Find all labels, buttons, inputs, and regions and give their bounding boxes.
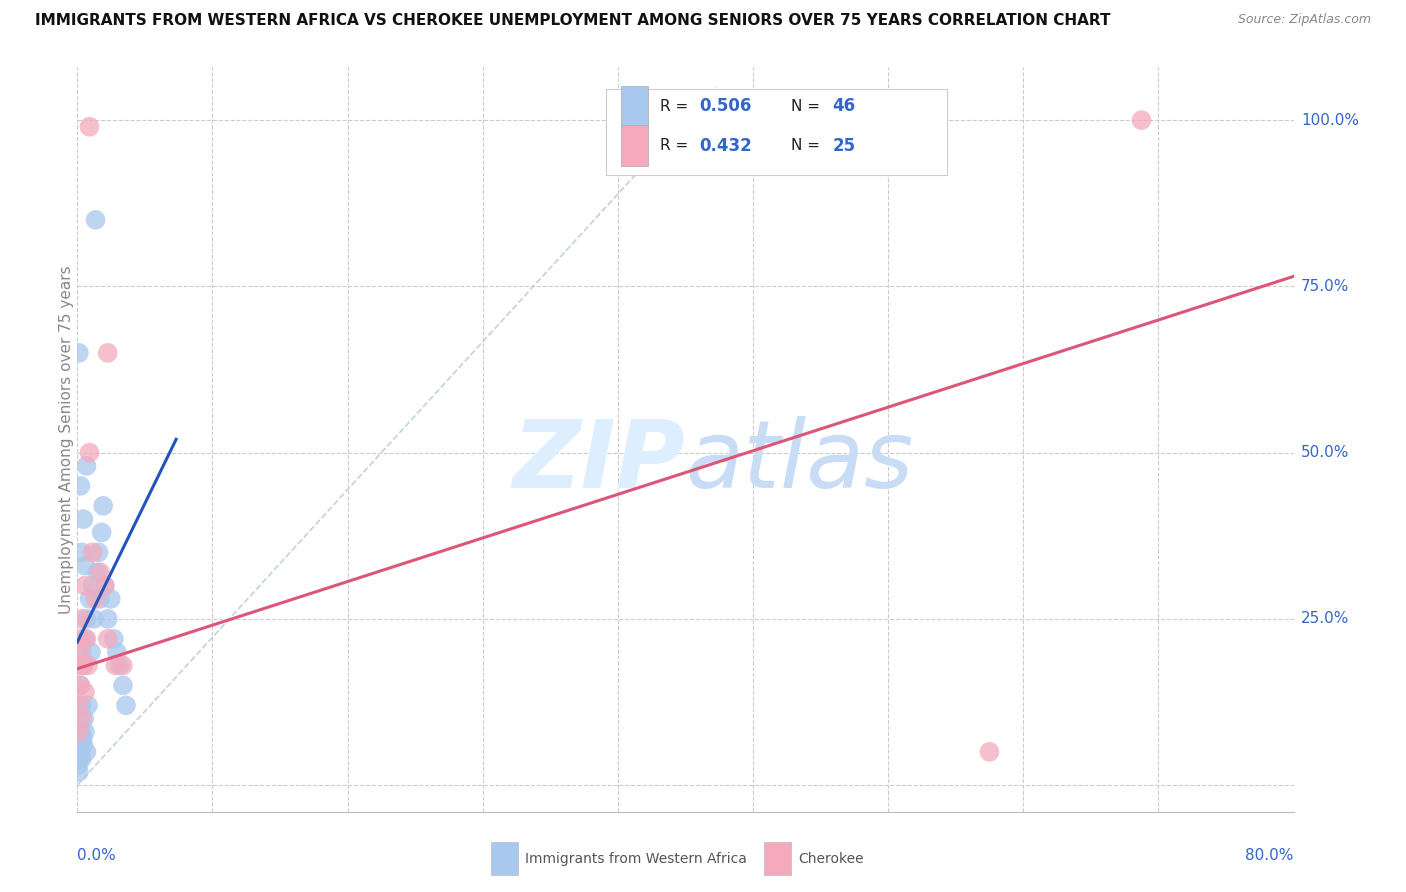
Point: [108, 658, 131, 673]
Point: [67, 658, 90, 673]
Point: [104, 658, 127, 673]
Point: [69, 712, 91, 726]
Point: [89, 591, 111, 606]
Point: [69, 745, 91, 759]
Point: [70, 645, 93, 659]
Text: Source: ZipAtlas.com: Source: ZipAtlas.com: [1237, 13, 1371, 27]
Point: [67, 758, 90, 772]
Point: [70, 698, 93, 713]
Text: R =: R =: [659, 138, 693, 153]
FancyBboxPatch shape: [606, 89, 946, 175]
Point: [69, 645, 91, 659]
Point: [70, 712, 93, 726]
Point: [77, 698, 100, 713]
Point: [93, 579, 115, 593]
Point: [72, 512, 94, 526]
Point: [73, 558, 96, 573]
Text: 25.0%: 25.0%: [1301, 611, 1350, 626]
Text: 25: 25: [832, 136, 856, 155]
Point: [1130, 113, 1153, 128]
Point: [111, 678, 134, 692]
Bar: [621, 126, 648, 166]
Text: 0.0%: 0.0%: [77, 848, 117, 863]
Point: [73, 712, 96, 726]
Point: [72, 738, 94, 752]
Point: [90, 525, 112, 540]
Point: [86, 566, 108, 580]
Point: [75, 745, 97, 759]
Point: [97, 346, 120, 360]
Point: [72, 658, 94, 673]
Point: [75, 632, 97, 646]
Text: Immigrants from Western Africa: Immigrants from Western Africa: [524, 852, 747, 865]
Point: [69, 479, 91, 493]
Point: [73, 579, 96, 593]
Point: [70, 545, 93, 559]
Point: [84, 591, 107, 606]
Point: [70, 725, 93, 739]
Point: [73, 632, 96, 646]
Point: [69, 678, 91, 692]
Point: [91, 499, 114, 513]
Point: [67, 725, 90, 739]
Bar: [621, 86, 648, 127]
Point: [100, 591, 122, 606]
Point: [67, 698, 90, 713]
Point: [67, 725, 90, 739]
Text: ZIP: ZIP: [513, 416, 686, 508]
Bar: [765, 841, 792, 875]
Text: 46: 46: [832, 97, 856, 115]
Text: 80.0%: 80.0%: [1246, 848, 1294, 863]
Bar: [491, 841, 517, 875]
Point: [80, 645, 103, 659]
Y-axis label: Unemployment Among Seniors over 75 years: Unemployment Among Seniors over 75 years: [59, 265, 73, 614]
Point: [97, 632, 120, 646]
Point: [73, 685, 96, 699]
Text: 75.0%: 75.0%: [1301, 279, 1350, 293]
Point: [67, 346, 90, 360]
Point: [111, 658, 134, 673]
Point: [82, 545, 104, 559]
Point: [75, 612, 97, 626]
Point: [97, 612, 120, 626]
Point: [89, 566, 111, 580]
Point: [69, 678, 91, 692]
Point: [69, 632, 91, 646]
Point: [979, 745, 1001, 759]
Text: atlas: atlas: [686, 417, 914, 508]
Point: [77, 658, 100, 673]
Point: [82, 579, 104, 593]
Point: [70, 751, 93, 765]
Point: [105, 645, 128, 659]
Text: Cherokee: Cherokee: [799, 852, 865, 865]
Point: [79, 445, 101, 459]
Point: [67, 738, 90, 752]
Text: N =: N =: [792, 138, 825, 153]
Point: [67, 751, 90, 765]
Point: [72, 731, 94, 746]
Point: [83, 612, 105, 626]
Point: [115, 698, 138, 713]
Point: [70, 612, 93, 626]
Point: [72, 658, 94, 673]
Point: [73, 725, 96, 739]
Text: N =: N =: [792, 99, 825, 114]
Text: IMMIGRANTS FROM WESTERN AFRICA VS CHEROKEE UNEMPLOYMENT AMONG SENIORS OVER 75 YE: IMMIGRANTS FROM WESTERN AFRICA VS CHEROK…: [35, 13, 1111, 29]
Point: [87, 545, 110, 559]
Point: [67, 764, 90, 779]
Text: R =: R =: [659, 99, 693, 114]
Text: 0.506: 0.506: [699, 97, 751, 115]
Point: [75, 458, 97, 473]
Text: 0.432: 0.432: [699, 136, 752, 155]
Point: [84, 212, 107, 227]
Text: 50.0%: 50.0%: [1301, 445, 1350, 460]
Text: 100.0%: 100.0%: [1301, 112, 1360, 128]
Point: [79, 120, 101, 134]
Point: [79, 591, 101, 606]
Point: [93, 579, 115, 593]
Point: [103, 632, 125, 646]
Point: [69, 698, 91, 713]
